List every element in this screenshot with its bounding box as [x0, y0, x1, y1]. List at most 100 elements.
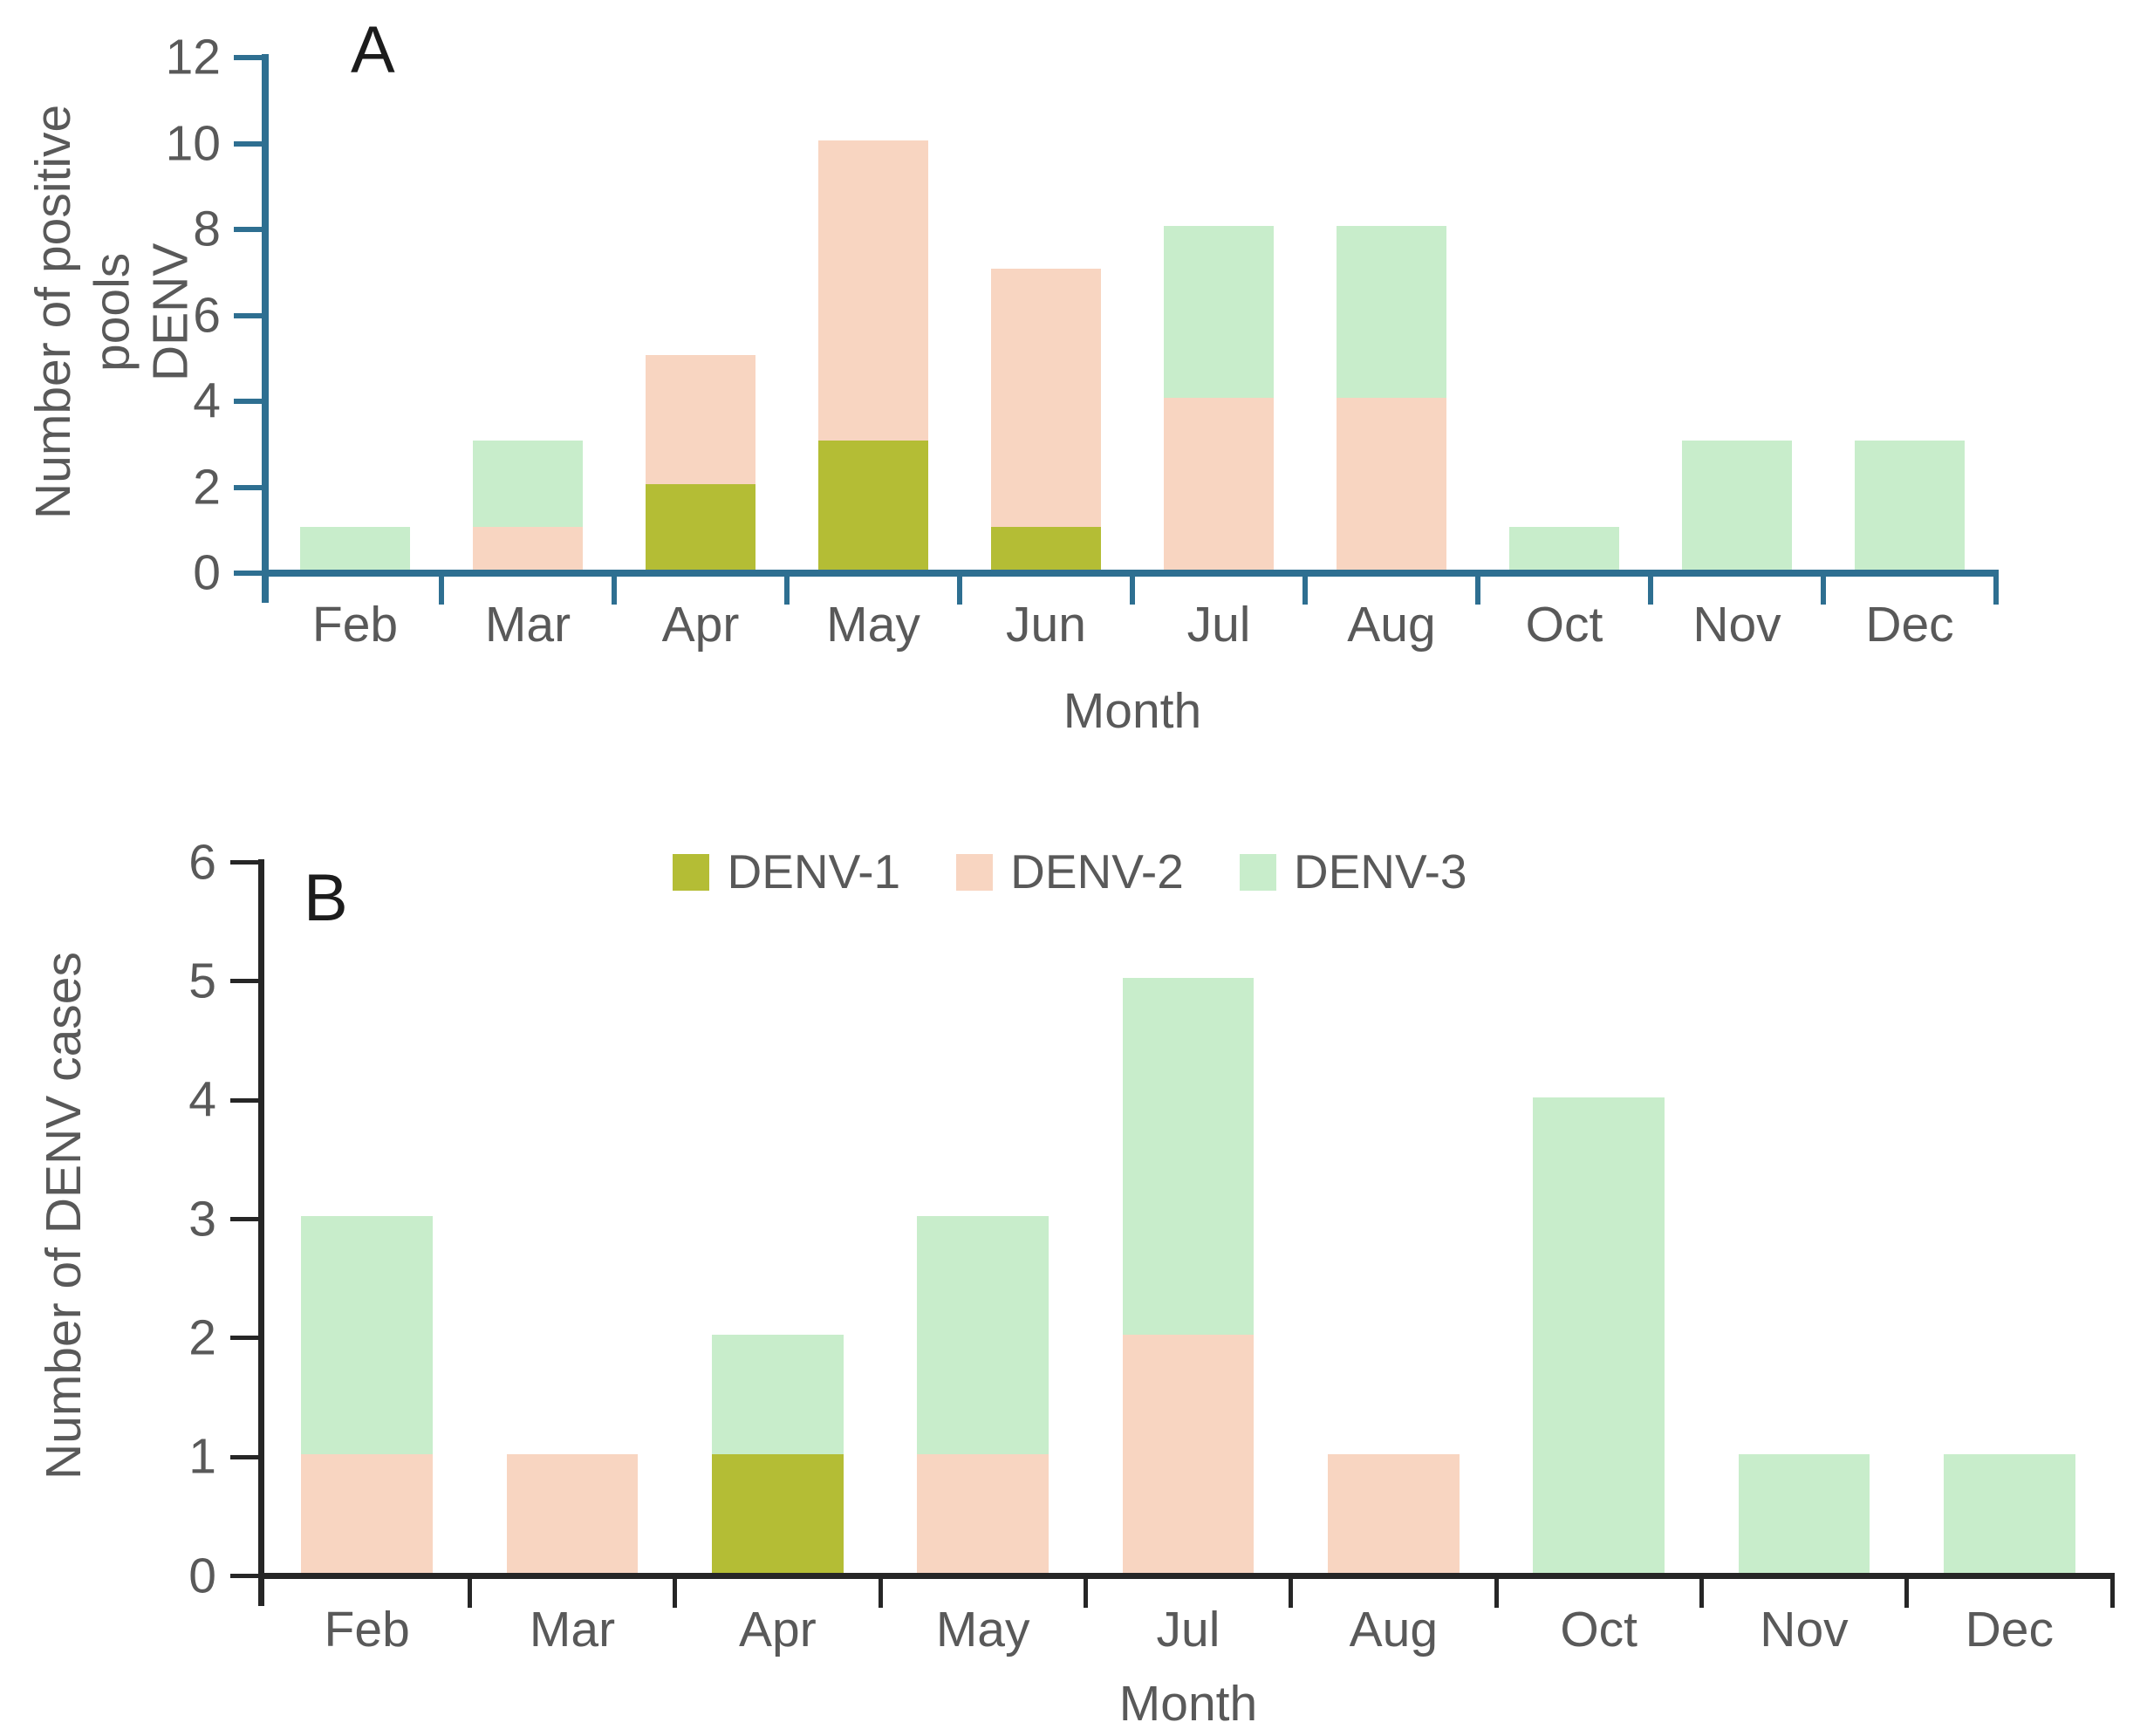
- bar-jul-denv-3: [1122, 978, 1255, 1336]
- bar-aug-denv-3: [1336, 226, 1447, 398]
- y-axis-tick: [230, 860, 258, 865]
- bar-feb-denv-3: [299, 526, 411, 570]
- x-tick-label-feb: Feb: [324, 1602, 410, 1657]
- y-tick-label-0: 0: [188, 1548, 216, 1603]
- bar-dec-denv-3: [1944, 1453, 2075, 1573]
- bar-jul-denv-2: [1122, 1335, 1255, 1573]
- x-tick-label-mar: Mar: [484, 597, 571, 653]
- y-axis-tick: [234, 571, 262, 576]
- legend: DENV-1 DENV-2 DENV-3: [0, 848, 2140, 896]
- y-tick-label-12: 12: [165, 29, 221, 85]
- y-tick-label-10: 10: [165, 115, 221, 171]
- x-axis-tick: [1302, 570, 1308, 605]
- bar-oct-denv-3: [1533, 1097, 1665, 1573]
- y-tick-label-6: 6: [188, 834, 216, 890]
- y-axis-tick: [230, 1574, 258, 1578]
- x-tick-label-apr: Apr: [661, 597, 740, 653]
- legend-label-denv-2: DENV-2: [1010, 844, 1184, 899]
- x-axis-tick: [2109, 1573, 2115, 1608]
- bar-oct-denv-3: [1508, 526, 1620, 570]
- x-axis-tick: [1993, 570, 1999, 605]
- legend-swatch-denv-2: [956, 853, 994, 891]
- legend-label-denv-3: DENV-3: [1293, 844, 1467, 899]
- y-axis-tick: [234, 399, 262, 404]
- bar-jun-denv-2: [990, 269, 1102, 527]
- legend-swatch-denv-3: [1239, 853, 1276, 891]
- x-axis-tick: [1904, 1573, 1910, 1608]
- x-tick-label-feb: Feb: [311, 597, 399, 653]
- x-axis-tick: [1699, 1573, 1704, 1608]
- y-axis-tick: [234, 312, 262, 318]
- y-axis-tick: [230, 979, 258, 984]
- chart-a-x-axis-title: Month: [1063, 683, 1202, 739]
- x-tick-label-may: May: [826, 597, 920, 653]
- legend-label-denv-1: DENV-1: [727, 844, 901, 899]
- bar-jul-denv-3: [1163, 226, 1275, 398]
- y-tick-label-3: 3: [188, 1191, 216, 1247]
- y-tick-label-1: 1: [188, 1428, 216, 1485]
- x-axis-tick: [957, 570, 962, 605]
- bar-apr-denv-1: [712, 1453, 844, 1573]
- x-axis-tick: [673, 1573, 678, 1608]
- y-tick-label-2: 2: [188, 1309, 216, 1366]
- legend-item-denv-1: DENV-1: [673, 848, 900, 896]
- x-tick-label-mar: Mar: [529, 1602, 616, 1657]
- x-tick-label-jul: Jul: [1186, 597, 1251, 653]
- x-axis-tick: [467, 1573, 472, 1608]
- bar-feb-denv-2: [301, 1453, 433, 1573]
- x-axis-tick: [1494, 1573, 1499, 1608]
- y-tick-label-5: 5: [188, 953, 216, 1009]
- x-axis-tick: [1475, 570, 1480, 605]
- bar-mar-denv-2: [506, 1453, 639, 1573]
- y-tick-label-4: 4: [193, 372, 221, 429]
- y-tick-label-6: 6: [193, 287, 221, 343]
- x-tick-label-oct: Oct: [1525, 597, 1603, 653]
- x-axis-tick: [439, 570, 444, 605]
- bar-aug-denv-2: [1336, 398, 1447, 570]
- x-axis-tick: [1648, 570, 1653, 605]
- y-axis-tick: [234, 55, 262, 60]
- x-tick-label-dec: Dec: [1965, 1602, 2054, 1657]
- x-axis-tick: [1289, 1573, 1294, 1608]
- bar-may-denv-3: [917, 1216, 1049, 1454]
- y-axis-tick: [234, 140, 262, 147]
- bar-mar-denv-2: [472, 526, 584, 570]
- legend-item-denv-2: DENV-2: [956, 848, 1184, 896]
- x-axis-tick: [1083, 1573, 1088, 1608]
- y-tick-label-4: 4: [188, 1071, 216, 1128]
- y-axis-tick: [234, 484, 262, 490]
- bar-apr-denv-2: [645, 354, 756, 484]
- y-tick-label-0: 0: [193, 544, 221, 601]
- x-axis-tick: [878, 1573, 883, 1608]
- chart-b-x-axis-title: Month: [1118, 1676, 1258, 1732]
- legend-item-denv-3: DENV-3: [1239, 844, 1467, 899]
- x-tick-label-jun: Jun: [1006, 597, 1086, 653]
- x-axis-line: [262, 570, 1996, 577]
- bar-dec-denv-3: [1854, 441, 1966, 570]
- y-axis-line: [262, 54, 269, 603]
- legend-swatch-denv-1: [673, 853, 710, 891]
- x-axis-tick: [1821, 570, 1826, 605]
- x-tick-label-nov: Nov: [1692, 597, 1781, 653]
- y-axis-tick: [234, 227, 262, 232]
- bar-apr-denv-3: [712, 1335, 844, 1454]
- y-tick-label-2: 2: [193, 459, 221, 515]
- panel-b-label: B: [304, 861, 348, 935]
- y-axis-tick: [230, 1336, 258, 1341]
- x-axis-tick: [1130, 570, 1135, 605]
- panel-a-label: A: [351, 13, 395, 87]
- bar-nov-denv-3: [1681, 441, 1793, 570]
- bar-jun-denv-1: [990, 526, 1102, 570]
- bar-mar-denv-3: [472, 441, 584, 527]
- x-tick-label-may: May: [935, 1602, 1030, 1657]
- bar-may-denv-2: [817, 140, 929, 441]
- bar-aug-denv-2: [1328, 1453, 1460, 1573]
- bar-apr-denv-1: [645, 483, 756, 570]
- x-tick-label-aug: Aug: [1349, 1602, 1439, 1657]
- x-tick-label-oct: Oct: [1560, 1602, 1637, 1657]
- bar-may-denv-1: [817, 441, 929, 570]
- x-tick-label-nov: Nov: [1760, 1602, 1849, 1657]
